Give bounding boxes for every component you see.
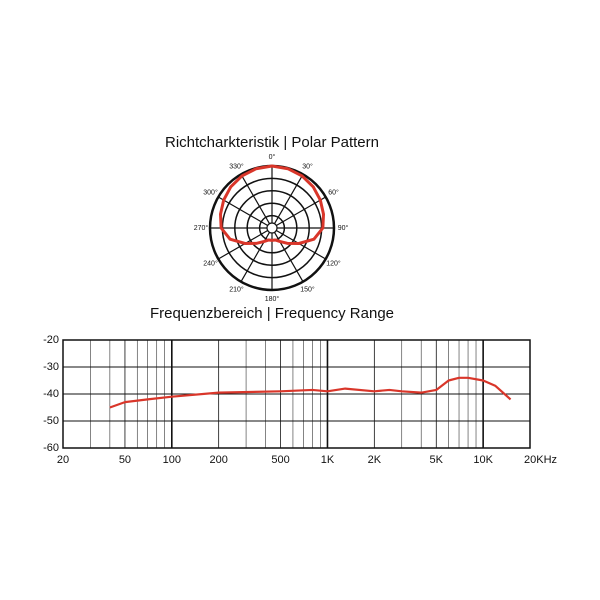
x-tick-label: 2K [368,454,382,466]
polar-spoke [218,196,268,227]
polar-curve [219,164,325,245]
x-tick-label: 20KHz [524,454,557,466]
polar-spoke [276,196,326,227]
plot-frame [62,339,531,449]
x-tick-label: 200 [209,454,227,466]
x-tick-label: 10K [473,454,493,466]
angle-label: 0° [269,153,276,161]
x-tick-label: 1K [321,454,335,466]
y-tick-label: -20 [43,334,59,346]
response-line [109,376,512,409]
angle-label: 210° [229,285,244,293]
angle-label: 150° [300,285,315,293]
polar-spoke [240,174,271,224]
angle-label: 30° [302,162,313,170]
y-tick-label: -50 [43,415,59,427]
angle-label: 240° [203,259,218,267]
y-tick-label: -40 [43,388,59,400]
x-tick-label: 5K [430,454,444,466]
polar-spoke [218,229,268,260]
frequency-title: Frequenzbereich | Frequency Range [150,305,394,322]
y-tick-label: -30 [43,361,59,373]
polar-spoke [273,174,304,224]
x-tick-label: 20 [57,454,69,466]
angle-label: 120° [326,259,341,267]
angle-label: 180° [265,295,280,303]
polar-spoke [276,229,326,260]
polar-title: Richtcharkteristik | Polar Pattern [165,134,379,151]
x-tick-label: 100 [163,454,181,466]
angle-label: 90° [338,224,349,232]
angle-label: 300° [203,188,218,196]
y-tick-label: -60 [43,442,59,454]
angle-label: 270° [194,224,209,232]
x-tick-label: 500 [271,454,289,466]
x-tick-label: 50 [119,454,131,466]
angle-label: 330° [229,162,244,170]
angle-label: 60° [328,188,339,196]
